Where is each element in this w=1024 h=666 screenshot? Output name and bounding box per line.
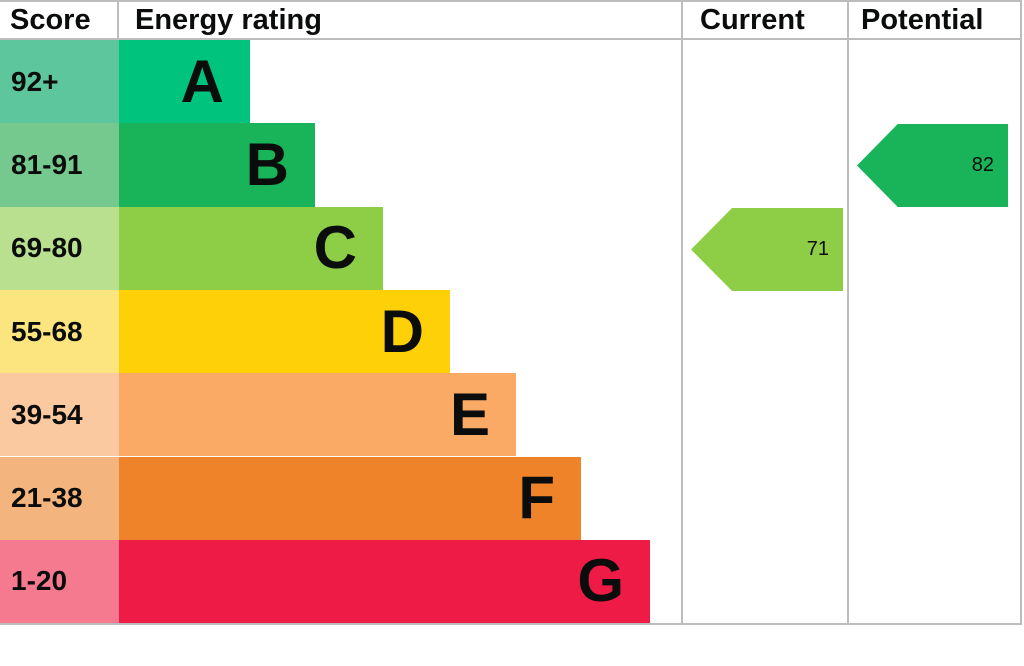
score-column-divider: [117, 0, 119, 40]
band-letter: B: [245, 130, 289, 198]
band-row-c: 69-80 C: [0, 206, 1024, 290]
band-row-d: 55-68 D: [0, 289, 1024, 374]
band-row-e: 39-54 E: [0, 373, 1024, 457]
band-bar: G: [119, 539, 650, 624]
band-bar: B: [119, 123, 315, 207]
band-letter: E: [449, 380, 490, 448]
band-bar: D: [119, 289, 450, 374]
score-column-header: Score: [10, 4, 91, 36]
band-letter: F: [518, 464, 555, 532]
band-letter: G: [577, 547, 624, 615]
current-rating-value: 71: [806, 238, 829, 260]
potential-rating-value: 82: [971, 154, 994, 176]
band-score-range: 21-38: [0, 456, 119, 540]
table-top-border: [0, 0, 1022, 2]
header-bottom-border: [0, 38, 1022, 40]
band-row-b: 81-91 B: [0, 123, 1024, 207]
current-column-header: Current: [700, 4, 805, 36]
band-bar: E: [119, 373, 516, 457]
band-row-a: 92+ A: [0, 40, 1024, 124]
band-score-range: 39-54: [0, 373, 119, 457]
potential-column-header: Potential: [861, 4, 984, 36]
band-score-range: 69-80: [0, 206, 119, 290]
band-score-range: 55-68: [0, 289, 119, 374]
current-column-divider: [681, 0, 683, 625]
band-letter: C: [313, 214, 357, 282]
band-score-range: 1-20: [0, 539, 119, 624]
band-bar: F: [119, 456, 581, 540]
band-score-range: 92+: [0, 40, 119, 124]
band-bar: A: [119, 40, 250, 124]
band-row-g: 1-20 G: [0, 539, 1024, 624]
band-letter: A: [180, 47, 224, 115]
band-row-f: 21-38 F: [0, 456, 1024, 540]
table-bottom-border: [0, 623, 1022, 625]
band-letter: D: [380, 297, 424, 365]
potential-column-divider: [847, 0, 849, 625]
band-score-range: 81-91: [0, 123, 119, 207]
table-right-border: [1020, 0, 1022, 625]
energy-rating-column-header: Energy rating: [135, 4, 322, 36]
band-bar: C: [119, 206, 383, 290]
